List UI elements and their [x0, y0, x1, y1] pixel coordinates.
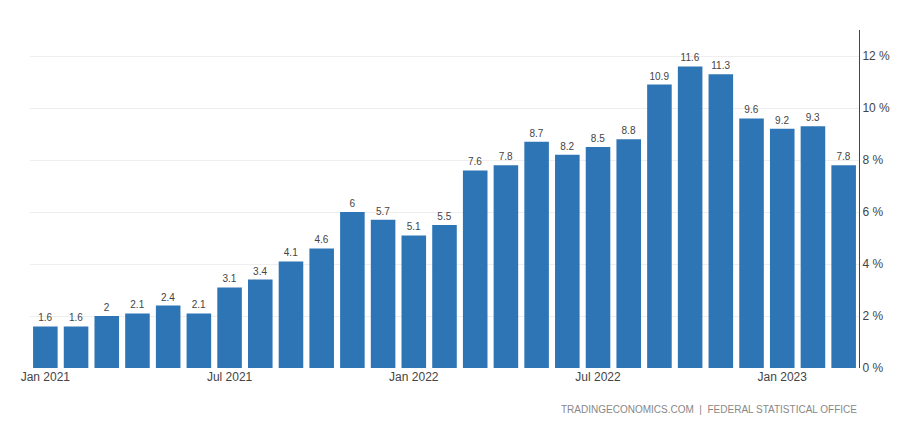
- svg-text:Jul 2022: Jul 2022: [575, 370, 621, 384]
- svg-text:1.6: 1.6: [69, 312, 83, 323]
- svg-text:Jul 2021: Jul 2021: [207, 370, 253, 384]
- svg-text:4 %: 4 %: [862, 257, 883, 271]
- svg-text:12 %: 12 %: [862, 49, 890, 63]
- svg-text:7.8: 7.8: [836, 151, 850, 162]
- svg-text:TRADINGECONOMICS.COM | FEDER: TRADINGECONOMICS.COM | FEDERAL STATISTIC…: [561, 404, 857, 415]
- svg-text:7.6: 7.6: [468, 156, 482, 167]
- svg-text:9.6: 9.6: [744, 104, 758, 115]
- svg-text:2: 2: [104, 302, 110, 313]
- svg-text:5.7: 5.7: [376, 206, 390, 217]
- svg-text:3.4: 3.4: [253, 266, 267, 277]
- svg-text:Jan 2022: Jan 2022: [389, 370, 439, 384]
- svg-text:3.1: 3.1: [222, 273, 236, 284]
- svg-text:11.3: 11.3: [711, 60, 730, 71]
- svg-text:1.6: 1.6: [38, 312, 52, 323]
- svg-text:5.5: 5.5: [437, 211, 451, 222]
- svg-text:6: 6: [349, 198, 355, 209]
- svg-text:Jan 2023: Jan 2023: [758, 370, 808, 384]
- svg-text:8.5: 8.5: [591, 133, 605, 144]
- svg-text:2.1: 2.1: [130, 299, 144, 310]
- svg-text:Jan 2021: Jan 2021: [21, 370, 71, 384]
- svg-text:8.8: 8.8: [622, 125, 636, 136]
- svg-text:9.3: 9.3: [806, 112, 820, 123]
- svg-text:4.6: 4.6: [315, 234, 329, 245]
- svg-text:10 %: 10 %: [862, 101, 890, 115]
- svg-text:6 %: 6 %: [862, 205, 883, 219]
- svg-text:4.1: 4.1: [284, 247, 298, 258]
- svg-text:8 %: 8 %: [862, 153, 883, 167]
- svg-text:5.1: 5.1: [407, 221, 421, 232]
- svg-text:8.2: 8.2: [560, 141, 574, 152]
- svg-text:8.7: 8.7: [529, 128, 543, 139]
- svg-text:11.6: 11.6: [681, 52, 700, 63]
- svg-text:2.4: 2.4: [161, 292, 175, 303]
- svg-text:10.9: 10.9: [649, 71, 669, 82]
- svg-text:2 %: 2 %: [862, 309, 883, 323]
- svg-text:7.8: 7.8: [499, 151, 513, 162]
- svg-text:9.2: 9.2: [775, 115, 789, 126]
- svg-text:2.1: 2.1: [192, 299, 206, 310]
- svg-text:0 %: 0 %: [862, 361, 883, 375]
